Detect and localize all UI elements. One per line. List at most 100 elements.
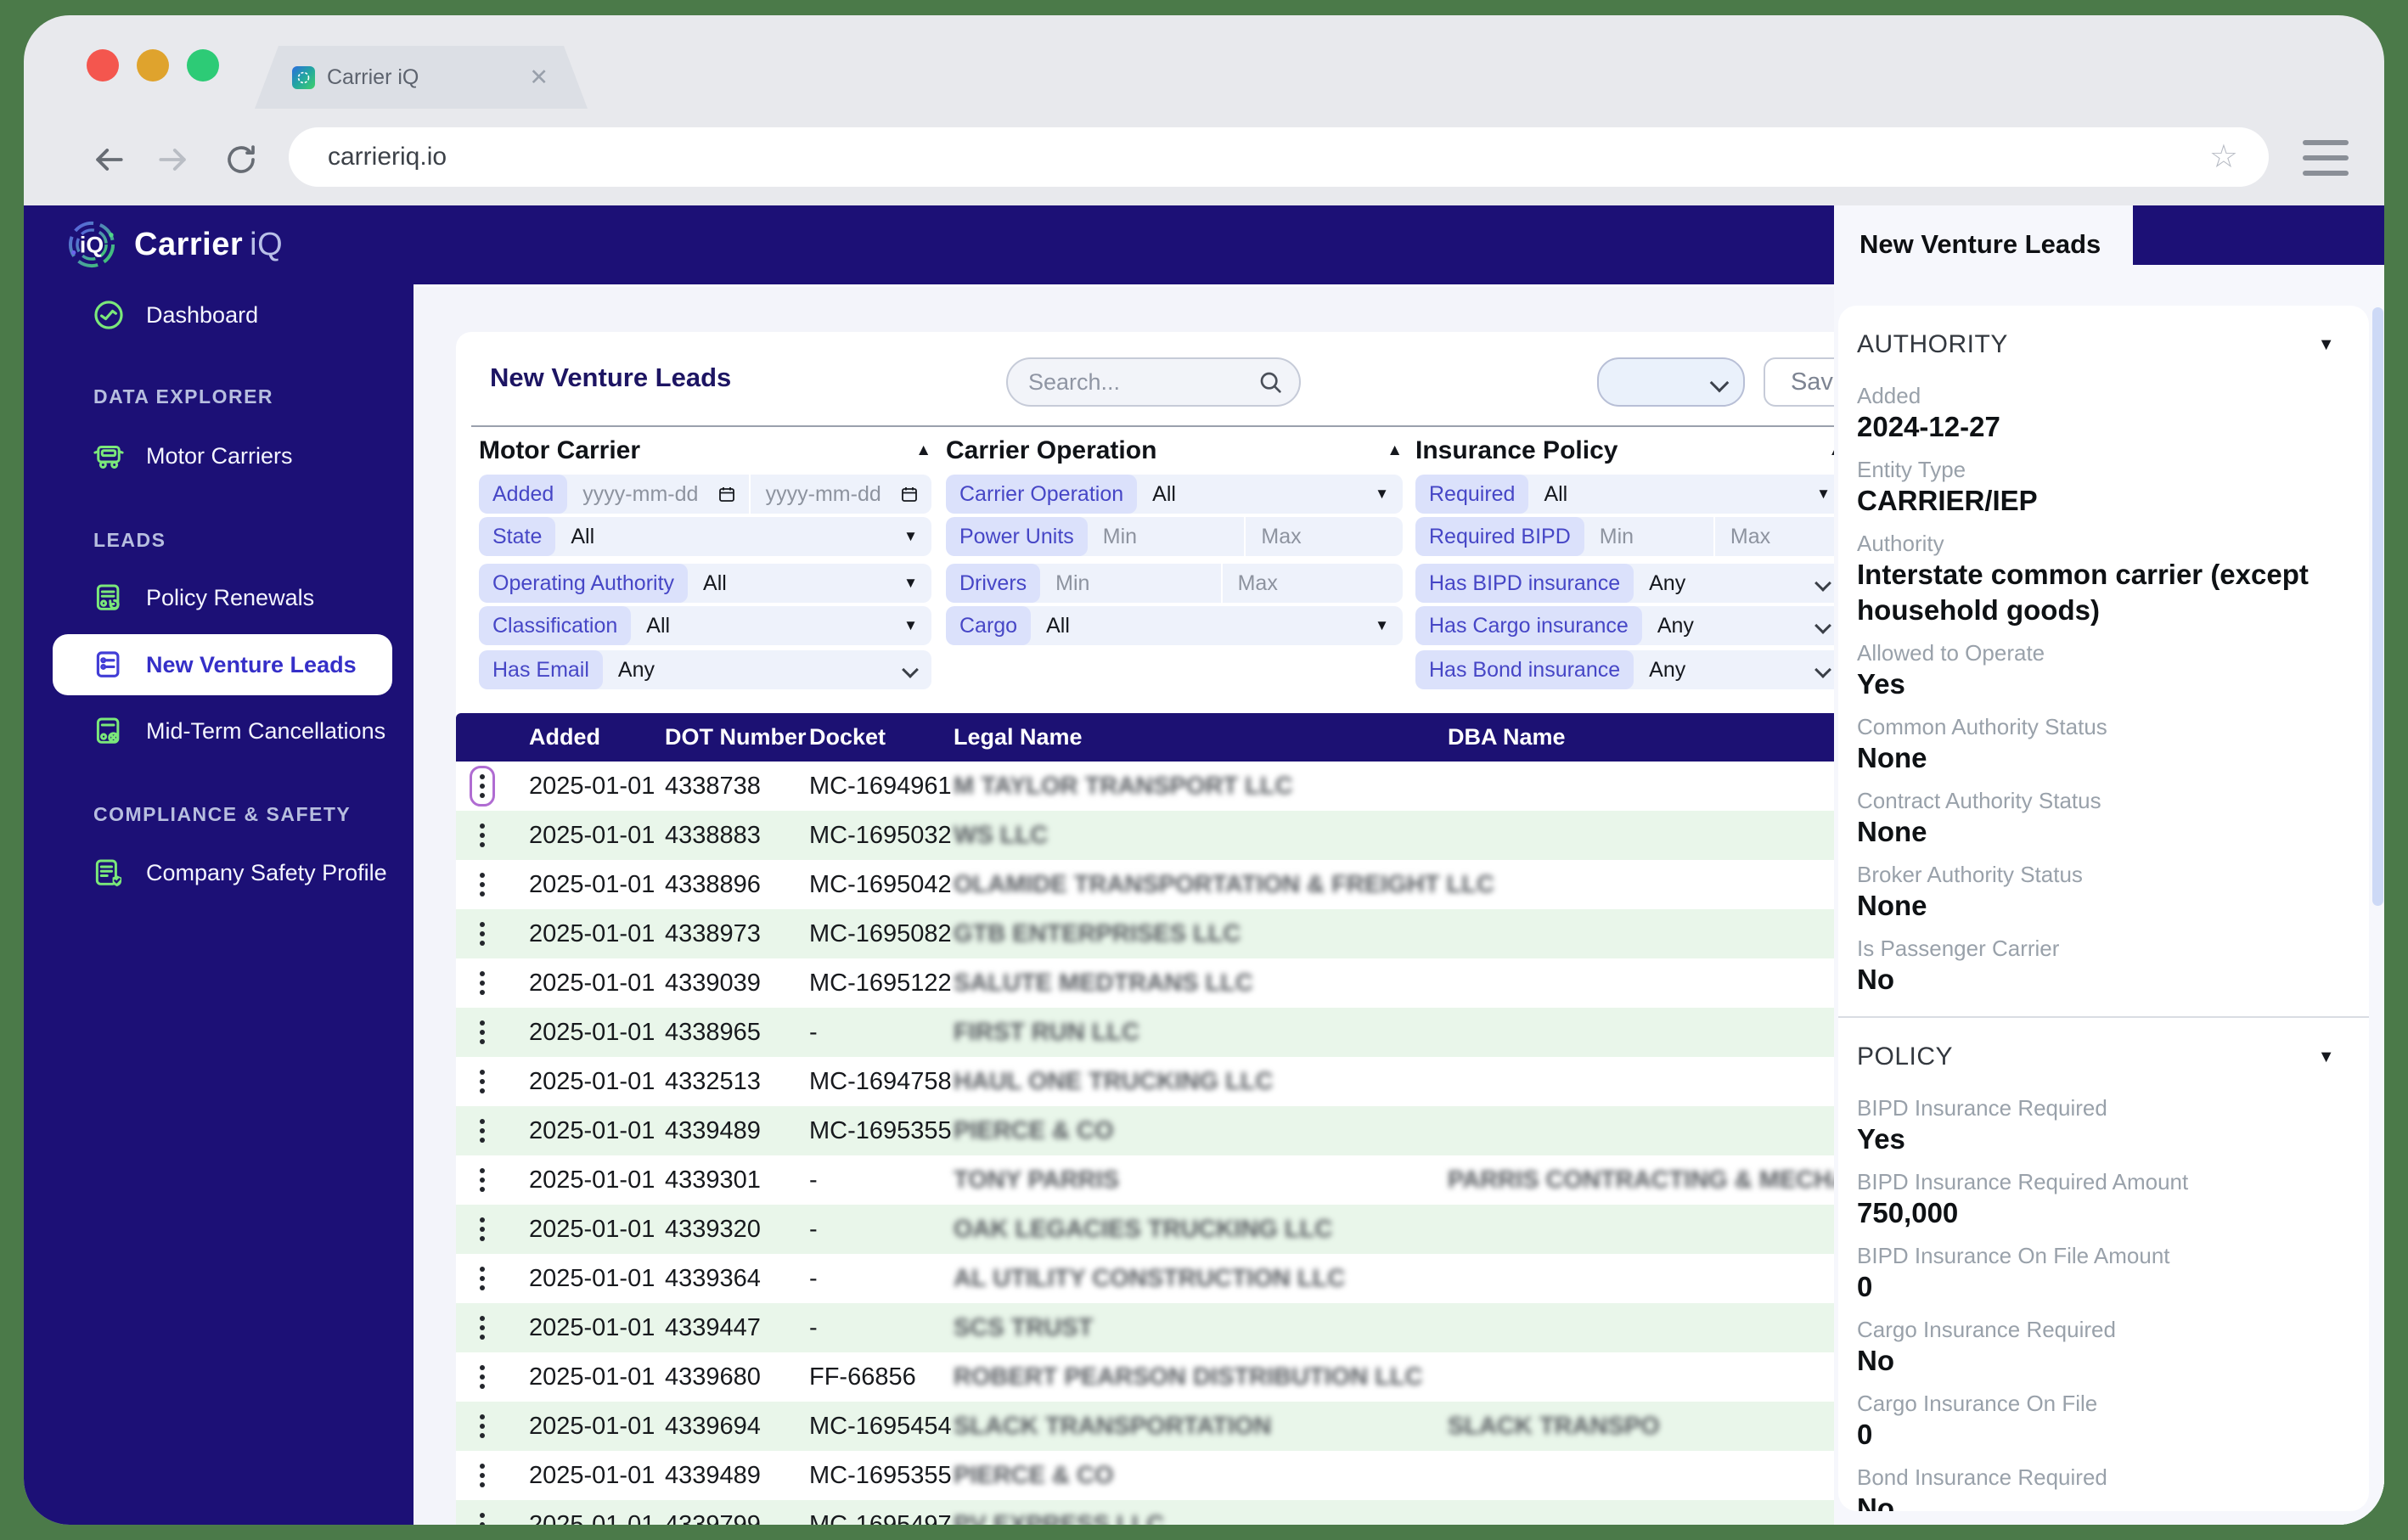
cell-added: 2025-01-01 [529,1116,655,1144]
close-window-button[interactable] [87,49,119,81]
collapse-down-icon[interactable]: ▼ [2317,1047,2335,1066]
row-kebab-menu-icon[interactable] [472,916,492,952]
tab-close-icon[interactable]: ✕ [529,64,549,90]
detail-field: BIPD Insurance On File Amount 0 [1857,1242,2335,1305]
sidebar-item-policy-renewals[interactable]: Policy Renewals [24,570,414,625]
min-input[interactable]: Min [1102,524,1138,548]
filter-has-email[interactable]: Has Email Any [479,650,931,689]
url-text: carrieriq.io [328,143,447,171]
panel-scrollbar-thumb[interactable] [2372,307,2383,906]
row-kebab-menu-icon[interactable] [472,1113,492,1149]
url-bar[interactable]: carrieriq.io ☆ [289,127,2269,187]
row-kebab-menu-icon[interactable] [472,818,492,853]
filter-chip: Has Cargo insurance [1415,606,1642,645]
browser-menu-icon[interactable] [2303,138,2349,178]
cell-docket: MC-1695032 [809,821,952,849]
cell-legal-name: PV EXPRESS LLC [954,1510,1165,1526]
bookmark-star-icon[interactable]: ☆ [2208,139,2238,175]
filter-value: All [1046,613,1070,638]
refresh-icon[interactable] [217,136,265,183]
row-kebab-menu-icon[interactable] [472,1359,492,1395]
max-input[interactable]: Max [1220,564,1403,603]
saved-view-select[interactable] [1597,357,1745,407]
back-icon[interactable] [85,136,132,183]
filter-has-bipd-insurance[interactable]: Has BIPD insurance Any [1415,564,1844,603]
sidebar-item-new-venture-leads[interactable]: New Venture Leads [24,638,414,692]
row-kebab-menu-icon[interactable] [472,1507,492,1525]
filter-drivers[interactable]: Drivers Min Max [946,564,1403,603]
cell-dot-number: 4339489 [665,1461,761,1489]
filter-value: Any [1649,570,1686,595]
browser-tab[interactable]: Carrier iQ ✕ [255,46,588,109]
cell-legal-name: FIRST RUN LLC [954,1018,1140,1046]
sidebar-item-label: Policy Renewals [146,584,315,610]
filter-value: Any [1657,613,1694,638]
cell-added: 2025-01-01 [529,1313,655,1341]
search-input[interactable]: Search... [1006,357,1301,407]
row-kebab-menu-icon[interactable] [472,867,492,902]
sidebar-item-dashboard[interactable]: Dashboard [24,288,414,342]
row-kebab-menu-icon[interactable] [472,1458,492,1493]
cell-legal-name: SALUTE MEDTRANS LLC [954,969,1253,997]
filter-group-title: Insurance Policy [1415,436,1618,464]
cell-dot-number: 4338896 [665,870,761,898]
authority-heading: AUTHORITY [1857,330,2008,358]
min-input[interactable]: Min [1055,570,1090,595]
sidebar-item-motor-carriers[interactable]: Motor Carriers [24,429,414,483]
row-kebab-menu-icon[interactable] [470,766,495,807]
column-added: Added [529,724,600,750]
row-kebab-menu-icon[interactable] [472,1162,492,1198]
filter-operating-authority[interactable]: Operating Authority All ▼ [479,564,931,603]
filter-added-date-range[interactable]: Added yyyy-mm-dd yyyy-mm-dd [479,475,931,514]
minimize-window-button[interactable] [137,49,169,81]
sidebar-item-mid-term-cancellations[interactable]: Mid-Term Cancellations [24,704,414,758]
row-kebab-menu-icon[interactable] [472,965,492,1001]
filter-state[interactable]: State All ▼ [479,517,931,556]
row-kebab-menu-icon[interactable] [472,1014,492,1050]
dropdown-arrow-icon: ▼ [1375,617,1389,633]
window-controls [87,49,219,81]
row-kebab-menu-icon[interactable] [472,1064,492,1099]
detail-panel-title: New Venture Leads [1859,229,2101,259]
filter-required[interactable]: Required All ▼ [1415,475,1844,514]
dropdown-arrow-icon: ▼ [903,528,918,544]
cell-dot-number: 4339447 [665,1313,761,1341]
filter-required-bipd[interactable]: Required BIPD Min Max [1415,517,1844,556]
detail-field-label: Added [1857,383,1921,408]
sidebar-item-company-safety-profile[interactable]: Company Safety Profile [24,846,414,900]
filter-cargo[interactable]: Cargo All ▼ [946,606,1403,645]
page-title: New Venture Leads [490,363,732,392]
row-kebab-menu-icon[interactable] [472,1211,492,1247]
filter-chip: Classification [479,606,632,645]
detail-field: Common Authority Status None [1857,713,2335,776]
row-kebab-menu-icon[interactable] [472,1261,492,1296]
collapse-up-icon[interactable]: ▲ [915,441,931,459]
collapse-up-icon[interactable]: ▲ [1387,441,1403,459]
max-input[interactable]: Max [1713,517,1844,556]
cell-dot-number: 4332513 [665,1067,761,1095]
filter-has-cargo-insurance[interactable]: Has Cargo insurance Any [1415,606,1844,645]
detail-field-value: No [1857,964,1894,995]
detail-field-value: Yes [1857,1123,1905,1155]
date-to-input[interactable]: yyyy-mm-dd [748,475,931,514]
detail-field-value: Yes [1857,668,1905,700]
filter-power-units[interactable]: Power Units Min Max [946,517,1403,556]
forward-icon[interactable] [149,136,197,183]
detail-field-value: None [1857,742,1927,773]
collapse-down-icon[interactable]: ▼ [2317,334,2335,354]
filter-classification[interactable]: Classification All ▼ [479,606,931,645]
min-input[interactable]: Min [1599,524,1634,548]
cell-docket: - [809,1018,818,1046]
cell-dot-number: 4339301 [665,1166,761,1194]
date-from-input[interactable]: yyyy-mm-dd [567,475,748,514]
policy-section-header: POLICY ▼ [1857,1038,2335,1076]
max-input[interactable]: Max [1244,517,1403,556]
row-kebab-menu-icon[interactable] [472,1310,492,1346]
detail-field: Cargo Insurance Required No [1857,1316,2335,1379]
row-kebab-menu-icon[interactable] [472,1408,492,1444]
cell-added: 2025-01-01 [529,821,655,849]
filter-carrier-operation[interactable]: Carrier Operation All ▼ [946,475,1403,514]
maximize-window-button[interactable] [187,49,219,81]
filter-has-bond-insurance[interactable]: Has Bond insurance Any [1415,650,1844,689]
tab-title: Carrier iQ [327,65,419,89]
